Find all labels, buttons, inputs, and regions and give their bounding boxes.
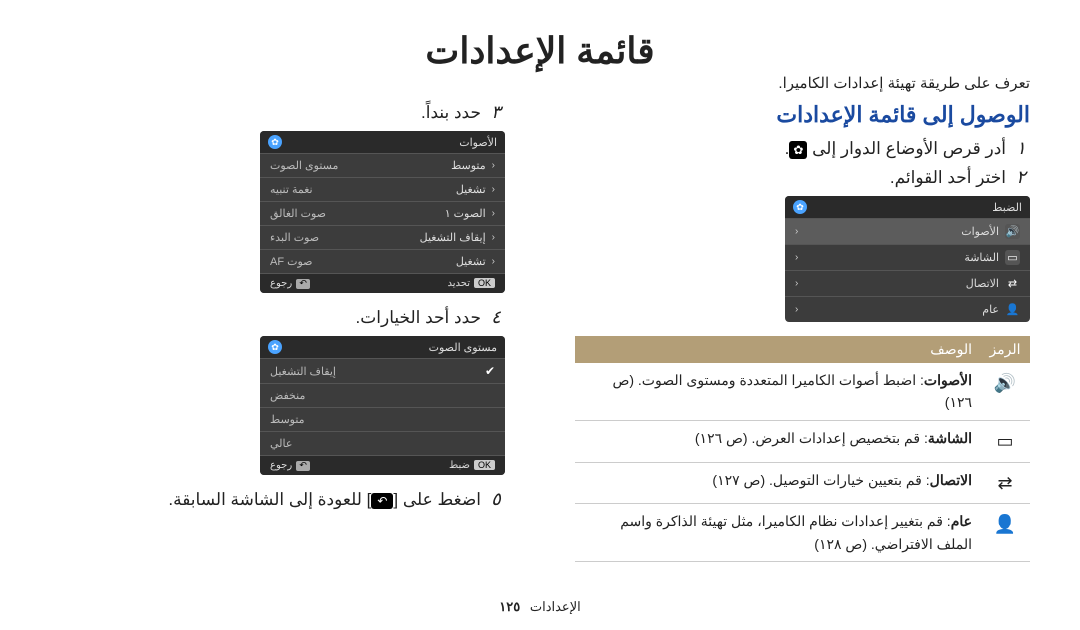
panel-header: مستوى الصوت ✿: [260, 336, 505, 358]
chevron-left-icon: ‹: [492, 184, 495, 195]
panel-row[interactable]: ‹الصوت ١ صوت الغالق: [260, 201, 505, 225]
step-number: ١: [1012, 138, 1030, 159]
panel-row-display[interactable]: ▭الشاشة ‹: [785, 244, 1030, 270]
back-hint: ↶رجوع: [270, 278, 310, 289]
panel-row-general[interactable]: 👤عام ‹: [785, 296, 1030, 322]
step-number: ٥: [487, 489, 505, 510]
footer-label: الإعدادات: [530, 599, 581, 614]
mode-dot-icon: ✿: [793, 200, 807, 214]
row-icon: ▭: [980, 420, 1030, 462]
panel-header: الضبط ✿: [785, 196, 1030, 218]
panel-title: الأصوات: [459, 136, 497, 149]
page-subtitle: تعرف على طريقة تهيئة إعدادات الكاميرا.: [50, 74, 1030, 92]
back-key-icon: ↶: [371, 493, 393, 509]
page-number: ١٢٥: [499, 599, 520, 614]
panel-row-sounds[interactable]: 🔊الأصوات ‹: [785, 218, 1030, 244]
row-desc: الأصوات: اضبط أصوات الكاميرا المتعددة وم…: [575, 363, 980, 420]
step-text: حدد بنداً.: [421, 103, 481, 123]
panel-footer: OKضبط ↶رجوع: [260, 455, 505, 475]
connectivity-icon: ⇄: [1005, 276, 1020, 291]
panel-title: مستوى الصوت: [429, 341, 497, 354]
step-3: ٣ حدد بنداً.: [50, 102, 505, 123]
left-column: ٣ حدد بنداً. الأصوات ✿ ‹متوسط مستوى الصو…: [50, 102, 505, 562]
back-hint: ↶رجوع: [270, 460, 310, 471]
panel-row[interactable]: ✔ إيقاف التشغيل: [260, 358, 505, 383]
ok-hint: OKتحديد: [447, 278, 495, 289]
table-row: 🔊 الأصوات: اضبط أصوات الكاميرا المتعددة …: [575, 363, 1030, 420]
screen-icon: ▭: [1005, 250, 1020, 265]
check-icon: ✔: [485, 364, 495, 378]
panel-row[interactable]: متوسط: [260, 407, 505, 431]
step-text: اضغط على [↶] للعودة إلى الشاشة السابقة.: [168, 490, 481, 510]
chevron-left-icon: ‹: [492, 208, 495, 219]
step-4: ٤ حدد أحد الخيارات.: [50, 307, 505, 328]
table-row: ⇄ الاتصال: قم بتعيين خيارات التوصيل. (ص …: [575, 462, 1030, 504]
panel-row[interactable]: ‹تشغيل نغمة تنبيه: [260, 177, 505, 201]
page-title: قائمة الإعدادات: [50, 30, 1030, 72]
chevron-left-icon: ‹: [795, 252, 798, 263]
step-number: ٢: [1012, 167, 1030, 188]
panel-row[interactable]: ‹تشغيل صوت AF: [260, 249, 505, 273]
chevron-left-icon: ‹: [795, 226, 798, 237]
step-text: أدر قرص الأوضاع الدوار إلى ✿.: [785, 139, 1006, 159]
table-row: 👤 عام: قم بتغيير إعدادات نظام الكاميرا، …: [575, 504, 1030, 562]
volume-icon: 🔊: [1005, 224, 1020, 239]
chevron-left-icon: ‹: [492, 160, 495, 171]
user-icon: 👤: [1005, 302, 1020, 317]
table-header-row: الرمز الوصف: [575, 336, 1030, 363]
step-2: ٢ اختر أحد القوائم.: [575, 167, 1030, 188]
page-footer: الإعدادات ١٢٥: [0, 599, 1080, 615]
step-number: ٣: [487, 102, 505, 123]
volume-panel: مستوى الصوت ✿ ✔ إيقاف التشغيل منخفض متوس…: [260, 336, 505, 475]
panel-footer: OKتحديد ↶رجوع: [260, 273, 505, 293]
settings-panel-main: الضبط ✿ 🔊الأصوات ‹ ▭الشاشة ‹ ⇄الاتصال ‹ …: [785, 196, 1030, 322]
chevron-left-icon: ‹: [492, 232, 495, 243]
step-text: حدد أحد الخيارات.: [356, 308, 481, 328]
row-icon: 🔊: [980, 363, 1030, 420]
chevron-left-icon: ‹: [795, 278, 798, 289]
ok-hint: OKضبط: [449, 460, 495, 471]
section-heading: الوصول إلى قائمة الإعدادات: [575, 102, 1030, 128]
panel-header: الأصوات ✿: [260, 131, 505, 153]
row-desc: الشاشة: قم بتخصيص إعدادات العرض. (ص ١٢٦): [575, 420, 980, 462]
step-number: ٤: [487, 307, 505, 328]
row-desc: عام: قم بتغيير إعدادات نظام الكاميرا، مث…: [575, 504, 980, 562]
sounds-panel: الأصوات ✿ ‹متوسط مستوى الصوت ‹تشغيل نغمة…: [260, 131, 505, 293]
panel-row[interactable]: ‹متوسط مستوى الصوت: [260, 153, 505, 177]
page: قائمة الإعدادات تعرف على طريقة تهيئة إعد…: [0, 0, 1080, 630]
mode-dot-icon: ✿: [268, 340, 282, 354]
panel-row[interactable]: ‹إيقاف التشغيل صوت البدء: [260, 225, 505, 249]
step-text: اختر أحد القوائم.: [890, 168, 1006, 188]
gear-icon: ✿: [789, 141, 807, 159]
right-column: الوصول إلى قائمة الإعدادات ١ أدر قرص الأ…: [575, 102, 1030, 562]
chevron-left-icon: ‹: [492, 256, 495, 267]
panel-title: الضبط: [992, 201, 1022, 214]
icon-description-table: الرمز الوصف 🔊 الأصوات: اضبط أصوات الكامي…: [575, 336, 1030, 562]
step-5: ٥ اضغط على [↶] للعودة إلى الشاشة السابقة…: [50, 489, 505, 510]
two-column-layout: الوصول إلى قائمة الإعدادات ١ أدر قرص الأ…: [50, 102, 1030, 562]
th-icon: الرمز: [980, 336, 1030, 363]
chevron-left-icon: ‹: [795, 304, 798, 315]
th-desc: الوصف: [575, 336, 980, 363]
row-desc: الاتصال: قم بتعيين خيارات التوصيل. (ص ١٢…: [575, 462, 980, 504]
table-row: ▭ الشاشة: قم بتخصيص إعدادات العرض. (ص ١٢…: [575, 420, 1030, 462]
panel-row[interactable]: عالي: [260, 431, 505, 455]
panel-row[interactable]: منخفض: [260, 383, 505, 407]
mode-dot-icon: ✿: [268, 135, 282, 149]
row-icon: 👤: [980, 504, 1030, 562]
panel-row-connectivity[interactable]: ⇄الاتصال ‹: [785, 270, 1030, 296]
step-1: ١ أدر قرص الأوضاع الدوار إلى ✿.: [575, 138, 1030, 159]
row-icon: ⇄: [980, 462, 1030, 504]
